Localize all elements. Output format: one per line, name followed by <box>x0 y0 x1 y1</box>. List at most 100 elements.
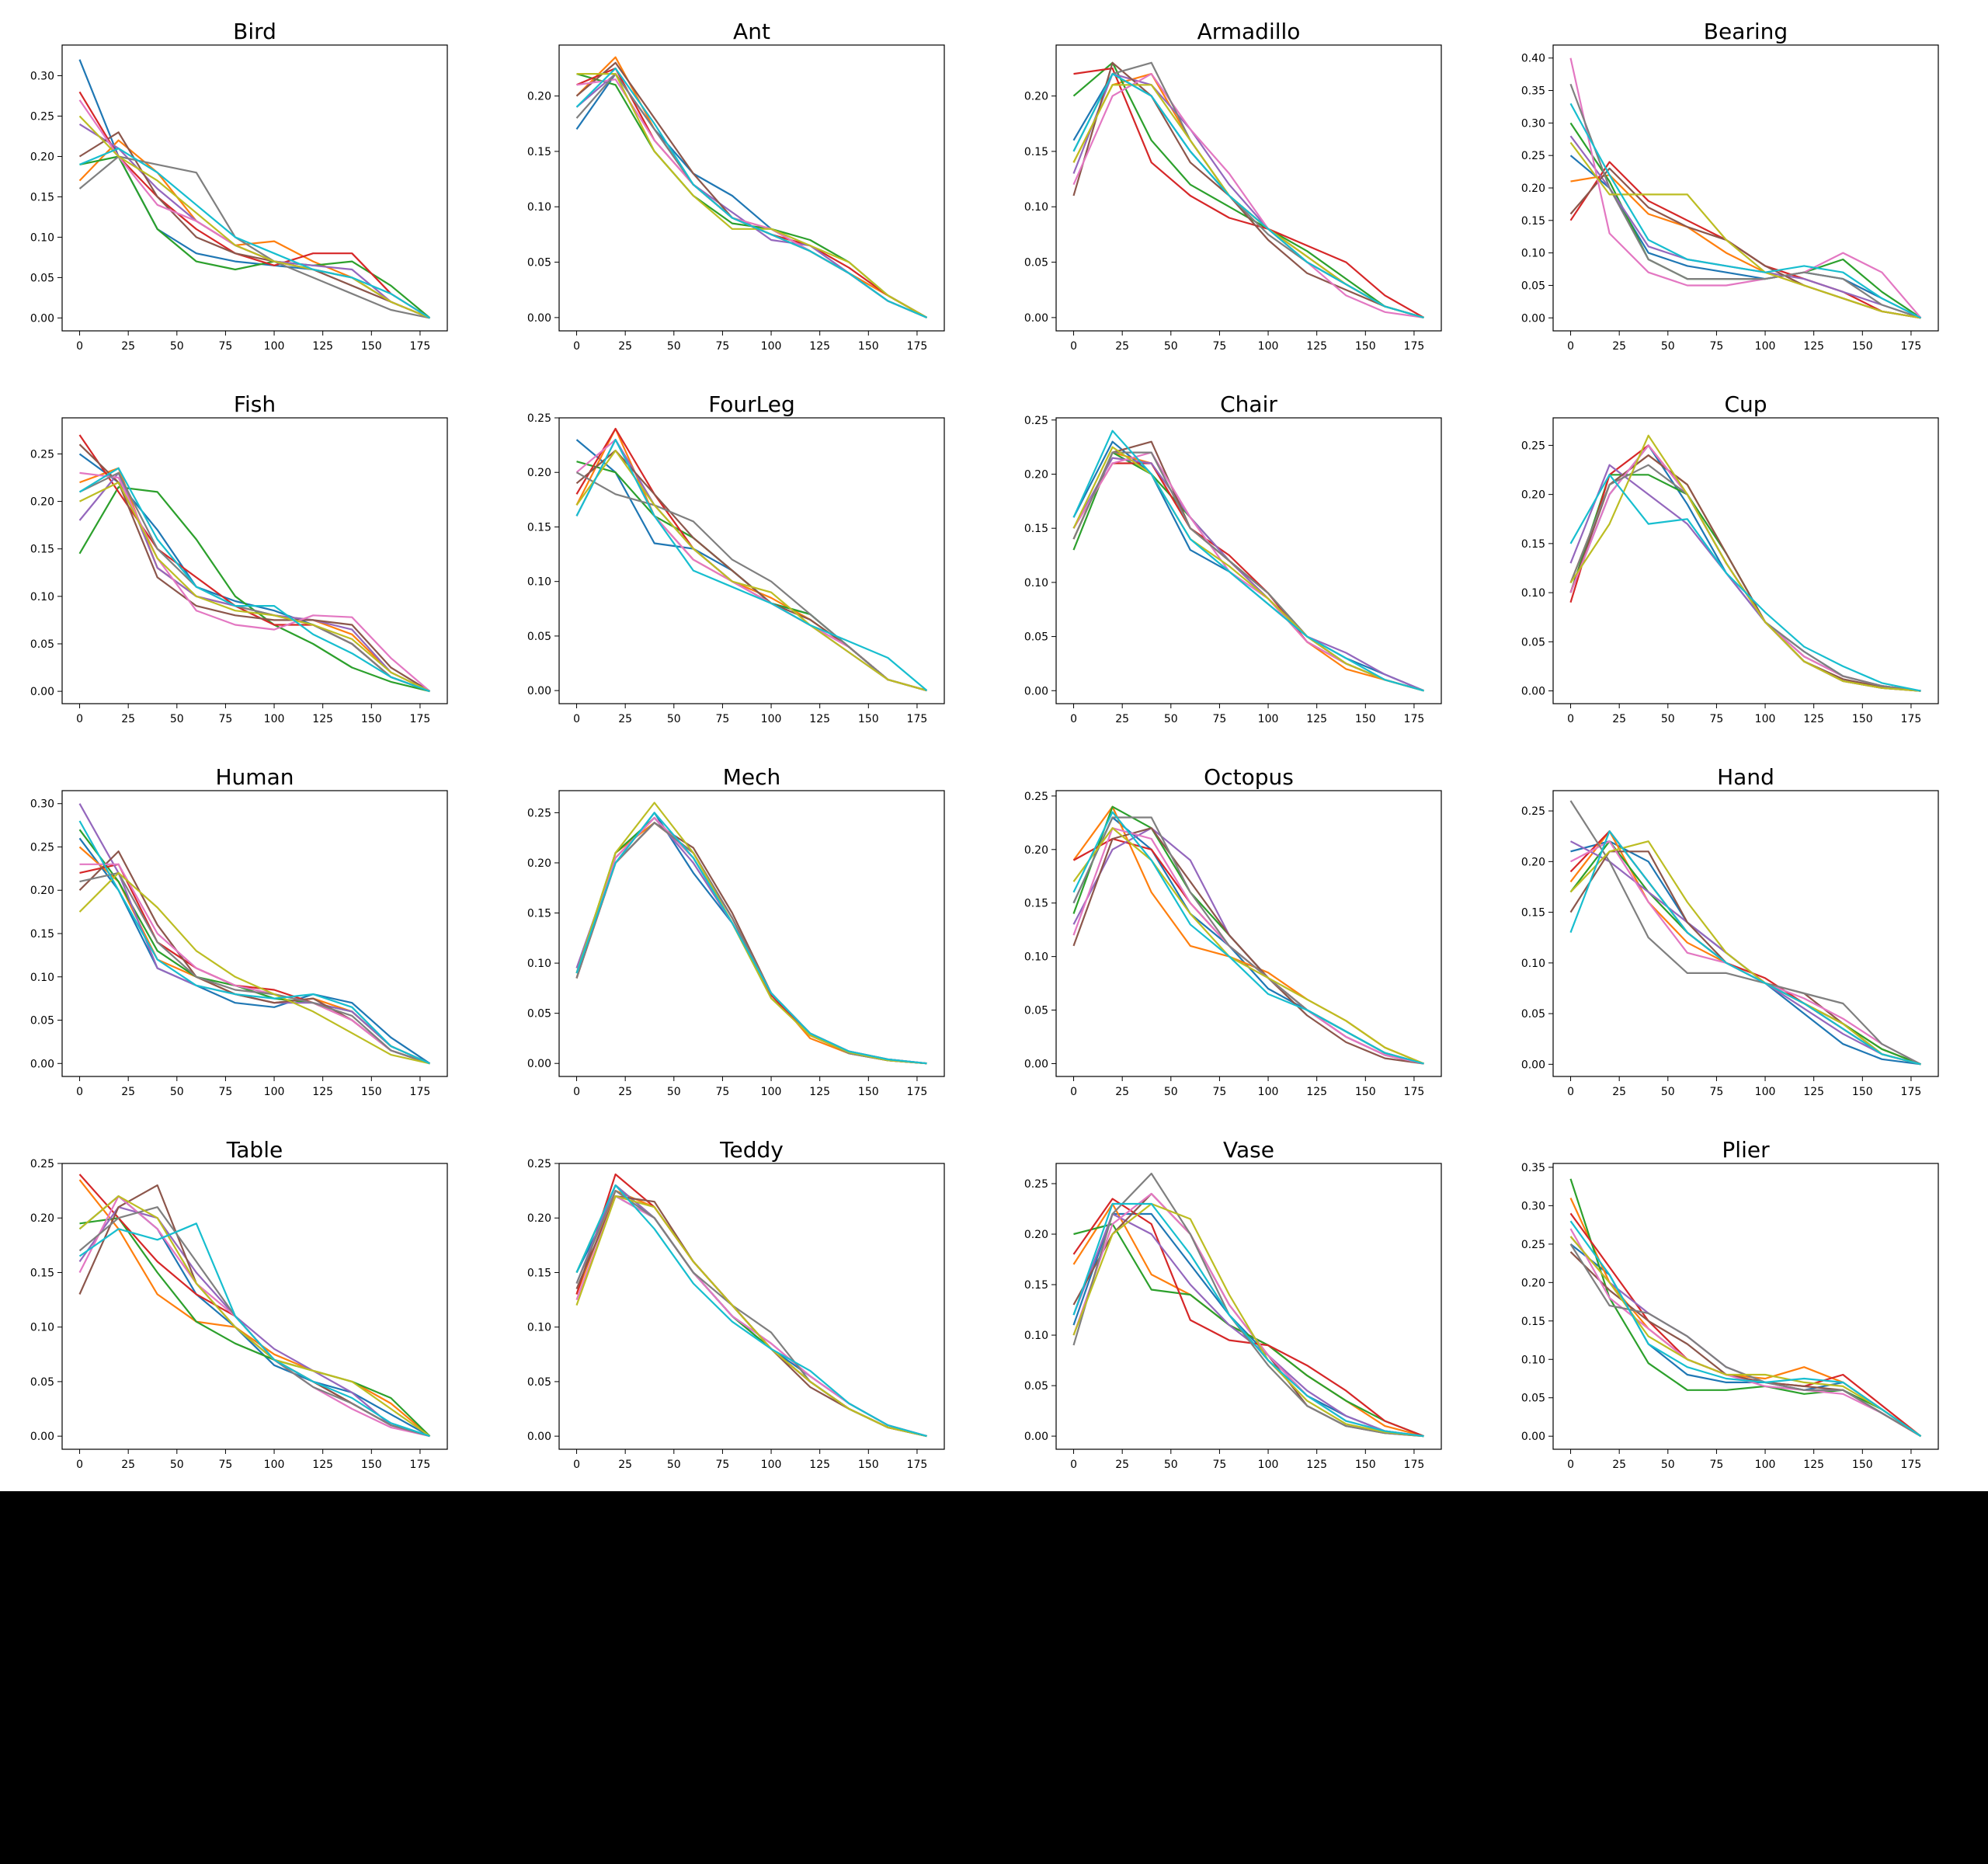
x-tick-label: 0 <box>1070 1459 1077 1471</box>
series-line-5 <box>575 816 927 1065</box>
series-line-7 <box>1072 451 1424 692</box>
x-tick-label: 0 <box>573 340 580 353</box>
x-tick-label: 175 <box>410 340 431 353</box>
series-line-9 <box>575 802 927 1065</box>
series-line-8 <box>1569 1243 1922 1438</box>
series-line-10 <box>1569 830 1921 1066</box>
x-tick-label: 75 <box>1213 1459 1227 1471</box>
series-line-7 <box>1072 827 1424 1065</box>
x-tick-label: 25 <box>121 1086 135 1098</box>
y-tick-label: 0.10 <box>527 576 551 589</box>
series-line-3 <box>575 816 927 1065</box>
subplot-human: Human 0 25 50 75 100 125 150 175 0.00 0.05 0.10 0.15… <box>30 764 448 1098</box>
y-tick-label: 0.15 <box>1024 898 1048 910</box>
x-tick-label: 0 <box>1070 1086 1077 1098</box>
series-line-2 <box>1072 805 1424 1065</box>
y-tick-label: 0.15 <box>30 191 54 203</box>
y-tick-label: 0.20 <box>30 1212 54 1225</box>
series-line-4 <box>1569 444 1921 692</box>
y-tick-label: 0.00 <box>1521 1059 1545 1071</box>
x-tick-label: 125 <box>1803 713 1824 725</box>
y-tick-label: 0.10 <box>1024 1330 1048 1342</box>
y-tick-label: 0.05 <box>1024 1005 1048 1017</box>
figure-canvas: Bird 0 25 50 75 100 125 150 175 0.00 0.05 0.10 0.15 0… <box>0 0 1988 1491</box>
series-group <box>1569 434 1921 692</box>
y-tick-label: 0.20 <box>1024 468 1048 481</box>
x-tick-label: 100 <box>1258 1459 1279 1471</box>
series-line-5 <box>575 72 927 318</box>
y-tick-label: 0.30 <box>1521 117 1545 130</box>
x-tick-label: 100 <box>761 1459 782 1471</box>
series-line-9 <box>1072 827 1424 1065</box>
x-tick-label: 150 <box>1852 1459 1873 1471</box>
series-line-8 <box>575 822 927 1065</box>
y-tick-label: 0.00 <box>527 312 551 325</box>
x-tick-label: 50 <box>667 340 681 353</box>
y-tick-label: 0.05 <box>1024 1380 1048 1393</box>
x-tick-label: 0 <box>573 1086 580 1098</box>
y-tick-label: 0.05 <box>1521 1393 1545 1405</box>
y-tick-label: 0.35 <box>1521 85 1545 98</box>
x-tick-label: 0 <box>76 1459 83 1471</box>
axes-frame <box>1055 790 1442 1077</box>
series-line-4 <box>1073 67 1425 318</box>
y-tick-label: 0.20 <box>1024 844 1048 857</box>
y-tick-label: 0.25 <box>1024 1178 1048 1191</box>
series-line-6 <box>1569 850 1921 1066</box>
y-tick-label: 0.05 <box>527 257 551 270</box>
y-tick-label: 0.35 <box>1521 1162 1545 1174</box>
subplot-title: Bearing <box>1704 19 1788 44</box>
series-line-6 <box>1072 827 1424 1065</box>
x-tick-label: 75 <box>716 713 730 725</box>
x-tick-label: 175 <box>907 1086 928 1098</box>
y-tick-label: 0.25 <box>527 807 551 819</box>
x-tick-label: 125 <box>809 1086 830 1098</box>
y-tick-label: 0.05 <box>1024 631 1048 644</box>
subplot-hand: Hand 0 25 50 75 100 125 150 175 0.00 0.05 0.10 0.15 0… <box>1521 764 1939 1098</box>
y-tick-label: 0.00 <box>30 1431 54 1443</box>
series-line-9 <box>1072 446 1424 692</box>
subplot-cup: Cup 0 25 50 75 100 125 150 175 0.00 0.05 0.10 0.15 0.… <box>1521 391 1939 725</box>
x-tick-label: 125 <box>1306 713 1327 725</box>
series-line-5 <box>1569 135 1921 319</box>
series-line-5 <box>1072 72 1424 318</box>
axes-frame <box>61 1163 448 1450</box>
x-tick-label: 150 <box>1355 1086 1376 1098</box>
x-tick-label: 150 <box>1355 340 1376 353</box>
series-group <box>1072 429 1424 692</box>
x-tick-label: 50 <box>170 340 184 353</box>
x-tick-label: 150 <box>1852 713 1873 725</box>
x-tick-label: 100 <box>1755 1086 1776 1098</box>
x-tick-label: 25 <box>618 713 632 725</box>
x-tick-label: 100 <box>264 713 285 725</box>
y-tick-label: 0.30 <box>1521 1200 1545 1212</box>
y-tick-label: 0.25 <box>1024 791 1048 803</box>
y-tick-label: 0.25 <box>1521 150 1545 162</box>
y-tick-label: 0.00 <box>30 312 54 325</box>
series-line-7 <box>576 78 927 318</box>
bottom-black-region <box>0 1491 1988 1864</box>
subplot-bird: Bird 0 25 50 75 100 125 150 175 0.00 0.05 0.10 0.15 0… <box>30 19 448 353</box>
y-tick-label: 0.05 <box>1024 257 1048 270</box>
x-tick-label: 100 <box>264 340 285 353</box>
series-line-8 <box>78 1206 430 1438</box>
series-line-9 <box>78 871 430 1065</box>
x-tick-label: 75 <box>1710 1459 1724 1471</box>
x-tick-label: 75 <box>1710 1086 1724 1098</box>
y-tick-label: 0.15 <box>1024 146 1048 158</box>
y-tick-label: 0.00 <box>1521 1431 1545 1443</box>
x-tick-label: 175 <box>410 1086 431 1098</box>
series-group <box>78 803 431 1065</box>
y-tick-label: 0.05 <box>30 1015 54 1028</box>
y-tick-label: 0.20 <box>1521 856 1545 868</box>
subplot-title: Chair <box>1220 391 1277 417</box>
series-line-8 <box>1569 464 1921 692</box>
series-line-6 <box>575 1195 927 1438</box>
x-tick-label: 125 <box>1306 1086 1327 1098</box>
y-tick-label: 0.20 <box>1521 1277 1545 1289</box>
x-tick-label: 150 <box>858 340 879 353</box>
series-line-10 <box>1072 72 1424 318</box>
x-tick-label: 25 <box>618 1086 632 1098</box>
series-line-10 <box>1072 1202 1424 1438</box>
axes-frame <box>1552 44 1939 332</box>
